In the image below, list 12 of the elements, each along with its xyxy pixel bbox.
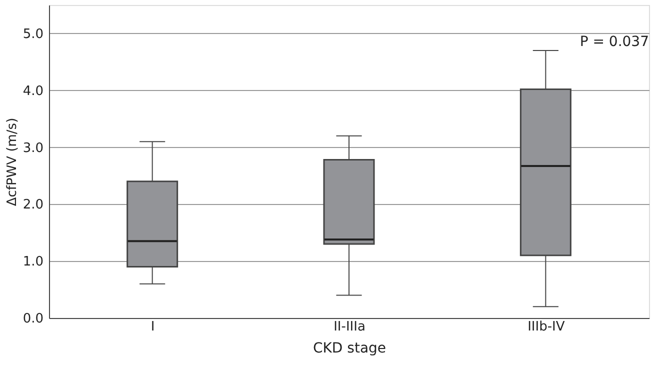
y-tick-label: 5.0 (22, 26, 44, 42)
y-tick-label: 4.0 (22, 84, 44, 99)
y-tick-label: 3.0 (22, 140, 44, 156)
annotation: P = 0.037 (580, 34, 649, 50)
x-axis-title: CKD stage (312, 340, 386, 356)
y-tick-label: 2.0 (22, 198, 44, 213)
x-tick-label: II-IIIa (334, 320, 366, 334)
y-tick-label: 1.0 (22, 254, 44, 270)
x-tick-label: IIIb-IV (528, 320, 565, 334)
y-tick-label: 0.0 (22, 312, 44, 326)
x-tick-label: I (150, 320, 155, 334)
y-axis-title: ΔcfPWV (m/s) (4, 118, 20, 206)
